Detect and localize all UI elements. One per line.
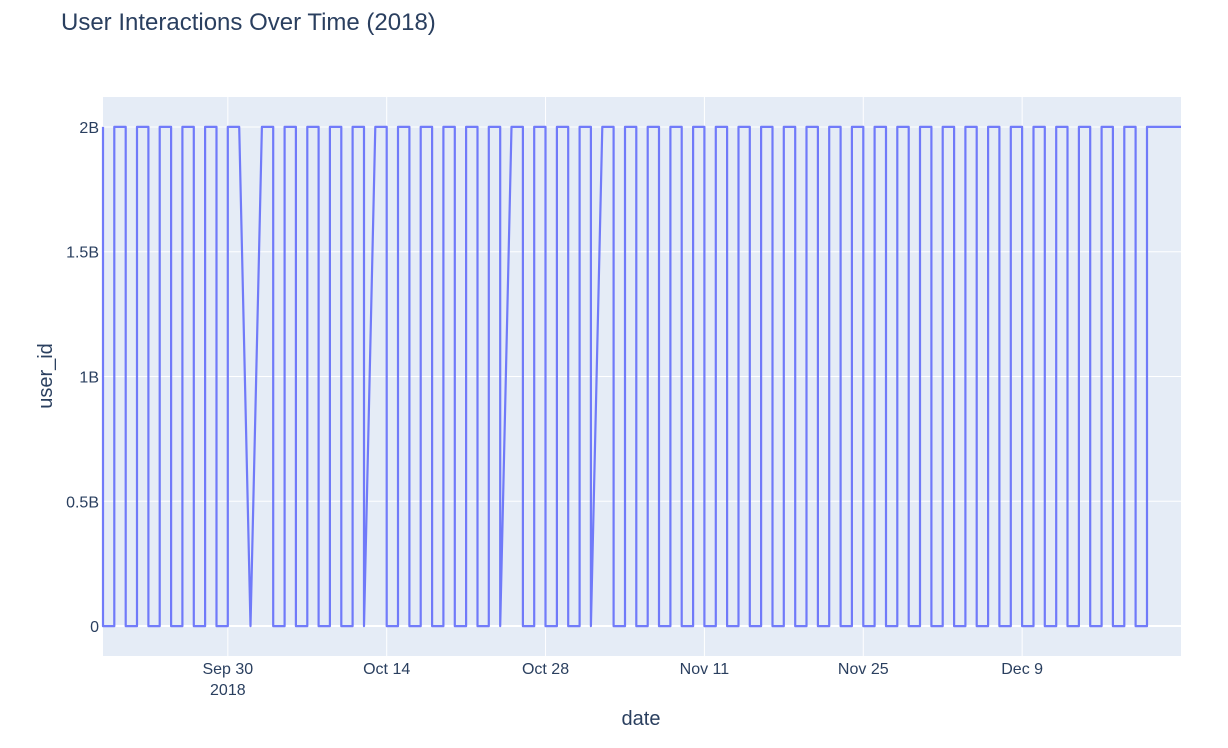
x-tick-label: Sep 30 (202, 661, 253, 678)
x-tick-label: Oct 14 (363, 661, 410, 678)
y-tick-label: 0 (90, 619, 99, 636)
y-tick-label: 2B (79, 120, 99, 137)
y-axis-ticks: 0 0.5B 1B 1.5B 2B (66, 120, 99, 636)
x-axis-label: date (622, 708, 661, 730)
y-tick-label: 0.5B (66, 494, 99, 511)
x-tick-year-label: 2018 (210, 682, 246, 699)
y-tick-label: 1B (79, 370, 99, 387)
x-tick-label: Dec 9 (1001, 661, 1043, 678)
series-line (101, 125, 1181, 628)
series-line-layer (101, 125, 1181, 628)
y-axis-label: user_id (35, 343, 57, 409)
chart-title: User Interactions Over Time (2018) (61, 9, 436, 36)
x-tick-label: Nov 25 (838, 661, 889, 678)
x-tick-label: Nov 11 (680, 661, 730, 678)
x-tick-label: Oct 28 (522, 661, 569, 678)
x-axis-ticks: Sep 30 2018 Oct 14 Oct 28 Nov 11 Nov 25 Dec 9 (202, 661, 1043, 699)
y-tick-label: 1.5B (66, 245, 99, 262)
